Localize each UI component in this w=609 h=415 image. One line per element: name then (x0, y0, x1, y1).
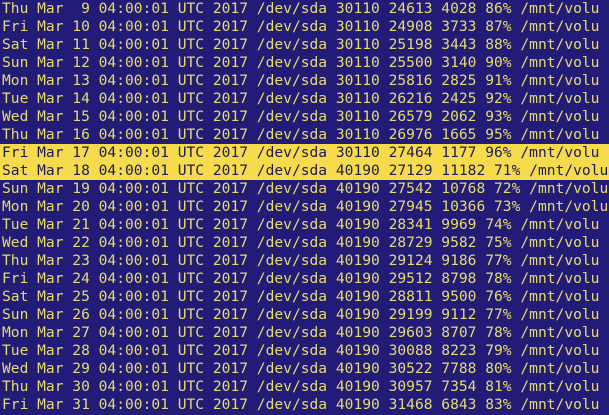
terminal-line: Tue Mar 28 04:00:01 UTC 2017 /dev/sda 40… (2, 342, 600, 359)
terminal-line: Mon Mar 13 04:00:01 UTC 2017 /dev/sda 30… (2, 72, 600, 89)
terminal-line: Mon Mar 27 04:00:01 UTC 2017 /dev/sda 40… (2, 324, 600, 341)
highlighted-line: Fri Mar 17 04:00:01 UTC 2017 /dev/sda 30… (0, 144, 609, 162)
highlighted-line: Sat Mar 18 04:00:01 UTC 2017 /dev/sda 40… (0, 162, 609, 180)
terminal-line: Fri Mar 31 04:00:01 UTC 2017 /dev/sda 40… (2, 396, 600, 413)
terminal-line: Sun Mar 19 04:00:01 UTC 2017 /dev/sda 40… (2, 180, 609, 197)
terminal-line: Wed Mar 29 04:00:01 UTC 2017 /dev/sda 40… (2, 360, 600, 377)
terminal-line: Thu Mar 23 04:00:01 UTC 2017 /dev/sda 40… (2, 252, 600, 269)
terminal-line: Thu Mar 9 04:00:01 UTC 2017 /dev/sda 301… (2, 0, 600, 17)
terminal-line: Tue Mar 14 04:00:01 UTC 2017 /dev/sda 30… (2, 90, 600, 107)
terminal-line: Tue Mar 21 04:00:01 UTC 2017 /dev/sda 40… (2, 216, 600, 233)
terminal-line: Wed Mar 15 04:00:01 UTC 2017 /dev/sda 30… (2, 108, 600, 125)
terminal-line: Sat Mar 25 04:00:01 UTC 2017 /dev/sda 40… (2, 288, 600, 305)
terminal-line: Fri Mar 10 04:00:01 UTC 2017 /dev/sda 30… (2, 18, 600, 35)
terminal-line: Mon Mar 20 04:00:01 UTC 2017 /dev/sda 40… (2, 198, 609, 215)
terminal-line: Sat Mar 11 04:00:01 UTC 2017 /dev/sda 30… (2, 36, 600, 53)
terminal-line: Sun Mar 12 04:00:01 UTC 2017 /dev/sda 30… (2, 54, 600, 71)
terminal-line: Fri Mar 24 04:00:01 UTC 2017 /dev/sda 40… (2, 270, 600, 287)
terminal-line: Thu Mar 16 04:00:01 UTC 2017 /dev/sda 30… (2, 126, 600, 143)
terminal-line: Wed Mar 22 04:00:01 UTC 2017 /dev/sda 40… (2, 234, 600, 251)
terminal-line: Sun Mar 26 04:00:01 UTC 2017 /dev/sda 40… (2, 306, 600, 323)
terminal-line: Thu Mar 30 04:00:01 UTC 2017 /dev/sda 40… (2, 378, 600, 395)
